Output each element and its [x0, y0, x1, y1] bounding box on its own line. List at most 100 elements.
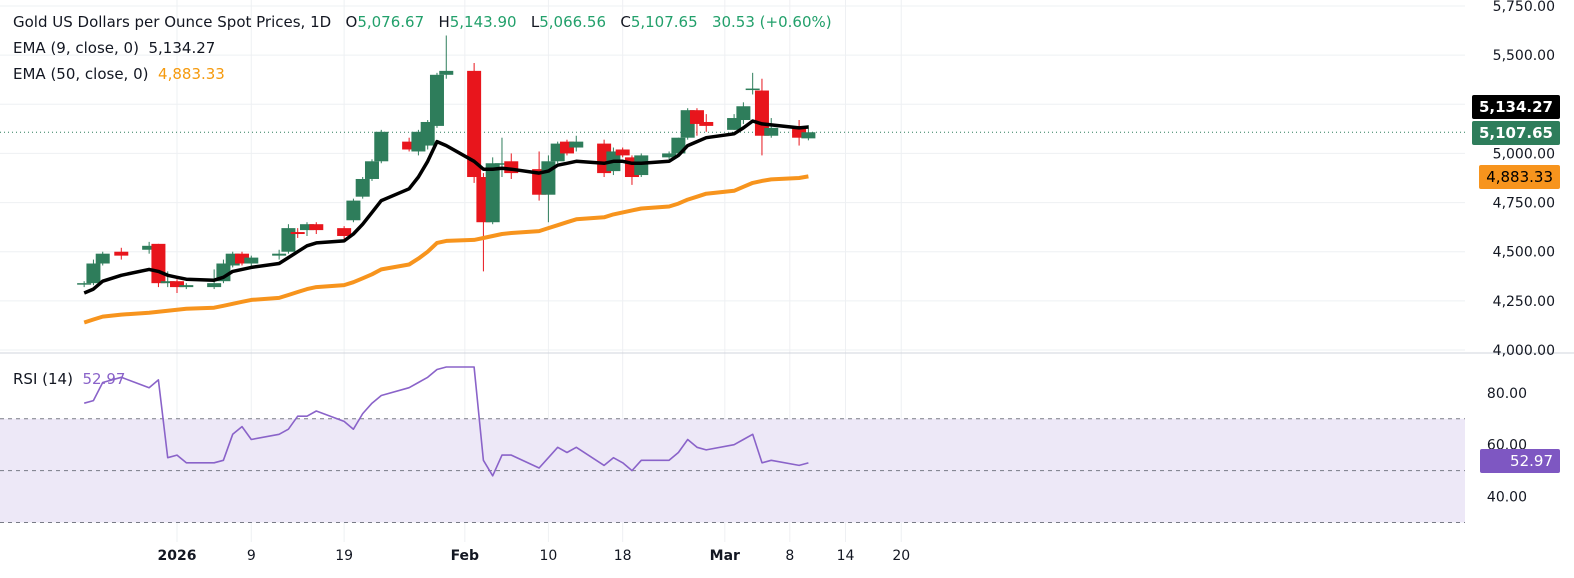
candle-body [77, 283, 92, 285]
y-tick-label: 4,250.00 [1493, 294, 1555, 310]
y-tick-label: 4,000.00 [1493, 343, 1555, 359]
x-tick-label: Mar [710, 548, 740, 564]
candle-body [792, 127, 807, 138]
candle-down [615, 147, 630, 158]
rsi-value: 52.97 [82, 370, 126, 388]
open-label: O [345, 13, 358, 31]
x-tick-label: 9 [247, 548, 256, 564]
candle-body [355, 178, 370, 197]
candle-body [364, 161, 379, 179]
rsi-y-tick-label: 80.00 [1487, 386, 1527, 402]
candle-body [764, 127, 779, 136]
candle-body [727, 118, 742, 130]
axes: 2026 9 19 Feb 10 18 Mar 8 14 20 4,000.00 4,250.00 4,… [158, 0, 1555, 564]
symbol-name: Gold US Dollars per Ounce Spot Prices, 1… [13, 13, 332, 31]
candle-body [244, 257, 259, 264]
candle-body [151, 243, 166, 284]
candle-body [95, 253, 110, 264]
candle-up [95, 251, 110, 266]
candle-down [792, 120, 807, 146]
x-tick-label: Feb [451, 548, 480, 564]
high-label: H [438, 13, 450, 31]
candle-down [234, 251, 249, 266]
candle-body [615, 149, 630, 156]
candle-down [699, 114, 714, 132]
candle-body [569, 141, 584, 148]
candle-body [504, 161, 519, 174]
ema9-label: EMA (9, close, 0) [13, 39, 139, 57]
candle-up [355, 177, 370, 199]
candle-body [801, 132, 816, 139]
candle-up [764, 118, 779, 138]
ema9-value: 5,134.27 [148, 39, 216, 57]
candle-down [689, 108, 704, 136]
candle-body [86, 263, 101, 284]
rsi-legend: RSI (14) 52.97 [13, 369, 125, 389]
candle-body [736, 106, 751, 121]
candle-body [170, 281, 184, 288]
open-value: 5,076.67 [357, 13, 425, 31]
candle-up [142, 241, 157, 254]
candle-up [244, 255, 259, 268]
candle-up [420, 120, 435, 150]
candle-body [281, 228, 296, 252]
candle-up [346, 198, 361, 223]
ema50-label: EMA (50, close, 0) [13, 65, 149, 83]
candle-body [142, 245, 157, 250]
candle-down [504, 153, 519, 179]
x-tick-label: 2026 [158, 548, 197, 564]
candle-up [494, 137, 509, 178]
candle-up [225, 251, 240, 268]
rsi-value-tag: 52.97 [1480, 449, 1560, 473]
candle-body [337, 228, 352, 236]
candle-down [402, 137, 417, 152]
candle-up [634, 153, 649, 178]
close-value: 5,107.65 [630, 13, 698, 31]
candle-body [494, 163, 509, 165]
candle-body [420, 121, 435, 146]
candle-body [662, 153, 677, 158]
ema50-legend: EMA (50, close, 0) 4,883.33 [13, 64, 225, 84]
candle-up [77, 281, 92, 288]
rsi-label: RSI (14) [13, 370, 73, 388]
candle-up [662, 151, 677, 160]
candle-body [429, 74, 444, 126]
candle-body [299, 224, 314, 231]
candle-body [745, 88, 760, 91]
candle-down [151, 243, 166, 288]
candle-body [272, 253, 287, 256]
x-tick-label: 14 [837, 548, 855, 564]
change-value: 30.53 (+0.60%) [711, 13, 832, 31]
y-tick-label: 4,500.00 [1493, 245, 1555, 261]
candle-body [485, 163, 500, 223]
x-tick-label: 8 [785, 548, 794, 564]
x-tick-label: 10 [539, 548, 557, 564]
candle-body [114, 251, 129, 256]
candle-up [374, 129, 389, 164]
low-value: 5,066.56 [539, 13, 607, 31]
candle-down [170, 279, 184, 293]
ema50-price-tag: 4,883.33 [1479, 165, 1560, 189]
ema9-line [83, 119, 809, 295]
candle-body [346, 200, 361, 221]
candle-down [754, 78, 769, 156]
candle-up [745, 72, 760, 95]
candle-down [309, 222, 324, 235]
candle-up [569, 135, 584, 152]
ema9-price-tag: 5,134.27 [1471, 95, 1560, 119]
last-price-tag: 5,107.65 [1471, 121, 1560, 145]
candle-body [374, 131, 389, 162]
candle-up [299, 222, 314, 236]
rsi-line [83, 366, 809, 477]
candle-down [337, 226, 352, 240]
candle-up [272, 249, 287, 260]
candle-body [559, 141, 574, 154]
candle-up [364, 159, 379, 181]
low-label: L [530, 13, 540, 31]
candle-body [234, 253, 249, 264]
x-tick-label: 19 [335, 548, 353, 564]
candle-body [225, 253, 240, 266]
rsi-band [0, 418, 1465, 523]
candles [77, 35, 816, 293]
candle-body [179, 285, 194, 288]
